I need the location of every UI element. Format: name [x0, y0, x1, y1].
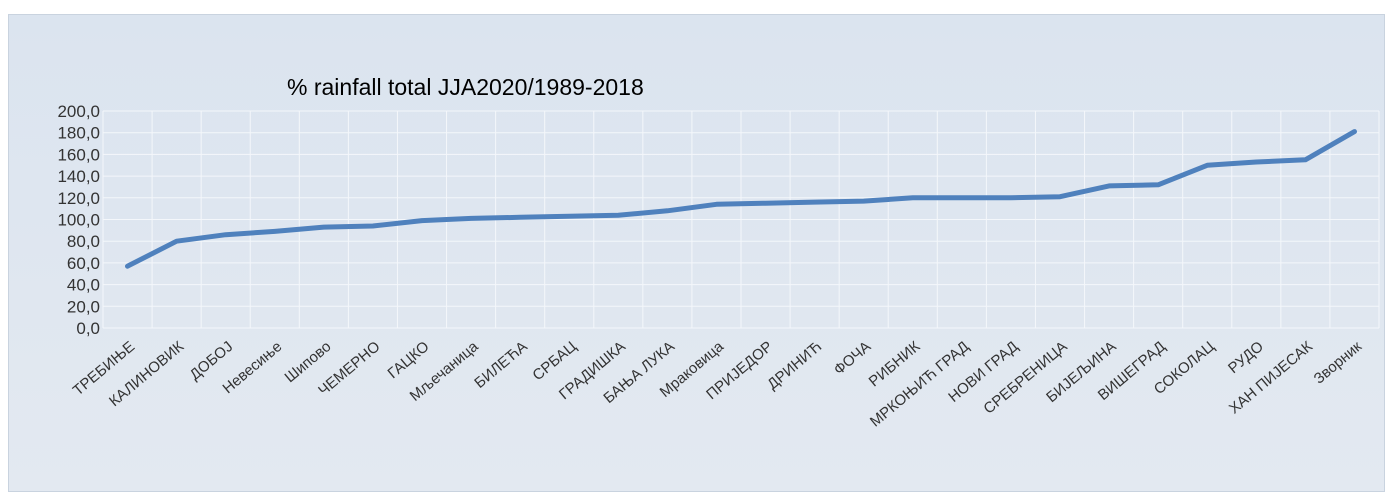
x-tick-label: БИЛЕЋА [471, 338, 530, 392]
y-tick-label: 40,0 [67, 276, 100, 295]
y-tick-label: 140,0 [57, 167, 100, 186]
gridlines [102, 110, 1380, 329]
x-tick-label: Зворник [1311, 338, 1366, 388]
y-tick-label: 200,0 [57, 102, 100, 121]
y-tick-label: 180,0 [57, 124, 100, 143]
series-line [125, 129, 1357, 269]
x-tick-label: ДРИНИЋ [764, 338, 825, 393]
y-tick-label: 160,0 [57, 145, 100, 164]
y-tick-label: 120,0 [57, 189, 100, 208]
y-tick-label: 80,0 [67, 232, 100, 251]
line-chart: % rainfall total JJA2020/1989-2018 0,0 20… [57, 74, 1380, 431]
y-tick-label: 20,0 [67, 297, 100, 316]
y-axis: 0,0 20,0 40,0 60,0 80,0 100,0 120,0 140,0 160,0 1… [57, 102, 100, 338]
x-tick-label: ФОЧА [831, 338, 875, 379]
x-tick-label: ХАН ПИЈЕСАК [1226, 338, 1316, 418]
x-tick-label: РУДО [1225, 338, 1267, 377]
x-tick-label: СРЕБРЕНИЦА [980, 338, 1070, 418]
chart-area: % rainfall total JJA2020/1989-2018 0,0 20… [8, 14, 1385, 492]
y-tick-label: 0,0 [76, 319, 100, 338]
y-tick-label: 60,0 [67, 254, 100, 273]
y-tick-label: 100,0 [57, 211, 100, 230]
chart-title: % rainfall total JJA2020/1989-2018 [287, 74, 644, 100]
